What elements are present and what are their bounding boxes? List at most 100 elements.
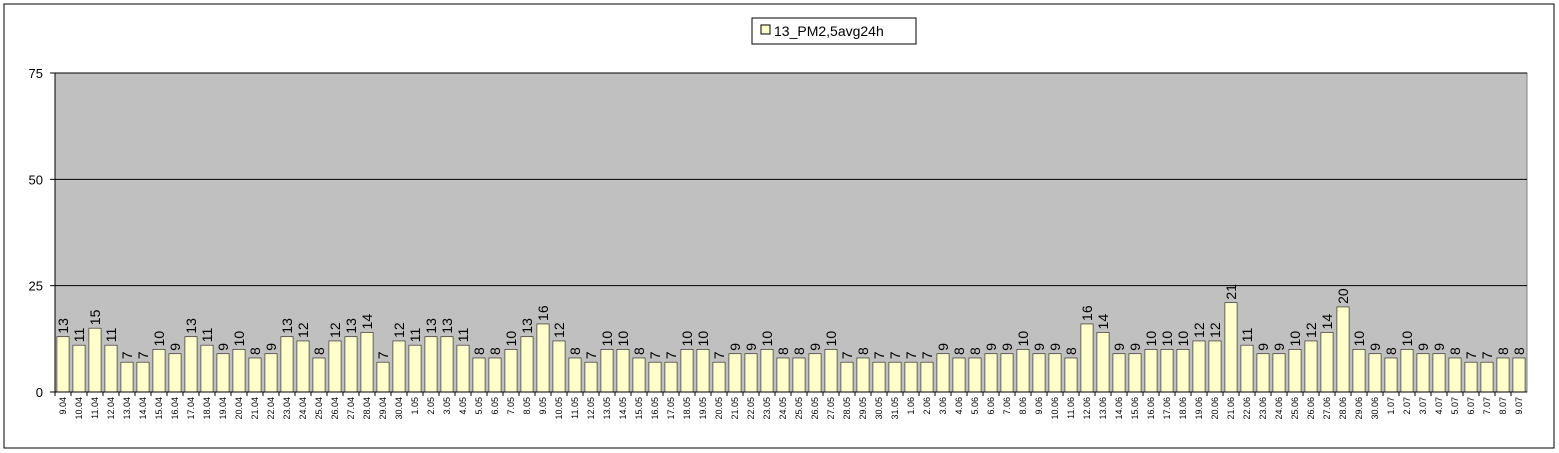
- value-label: 15: [87, 309, 103, 325]
- value-label: 7: [375, 351, 391, 359]
- value-label: 9: [1367, 343, 1383, 351]
- x-tick-label: 26.04: [330, 397, 340, 420]
- bar: [552, 340, 566, 393]
- x-tick-label: 21.05: [730, 397, 740, 420]
- value-label: 7: [119, 351, 135, 359]
- y-tick-label: 0: [36, 385, 43, 400]
- plot-area: [54, 72, 1528, 393]
- x-tick-label: 30.04: [394, 397, 404, 420]
- bar: [1400, 349, 1414, 393]
- x-tick-label: 23.04: [282, 397, 292, 420]
- value-label: 13: [55, 318, 71, 334]
- value-label: 20: [1335, 288, 1351, 304]
- value-label: 8: [1063, 347, 1079, 355]
- x-tick-label: 29.04: [378, 397, 388, 420]
- bar: [520, 336, 534, 393]
- bar: [1016, 349, 1030, 393]
- x-tick-label: 5.07: [1450, 397, 1460, 415]
- x-tick-label: 16.06: [1146, 397, 1156, 420]
- x-tick-label: 15.05: [634, 397, 644, 420]
- x-tick-label: 10.04: [74, 397, 84, 420]
- value-label: 11: [407, 327, 423, 342]
- value-label: 7: [647, 351, 663, 359]
- x-tick-label: 30.05: [874, 397, 884, 420]
- value-label: 13: [279, 318, 295, 334]
- x-tick-label: 6.07: [1466, 397, 1476, 415]
- bar: [888, 361, 902, 393]
- x-tick-label: 2.05: [426, 397, 436, 415]
- x-tick-label: 27.06: [1322, 397, 1332, 420]
- x-tick-label: 11.05: [570, 397, 580, 419]
- x-tick-label: 25.06: [1290, 397, 1300, 420]
- x-tick-label: 10.05: [554, 397, 564, 420]
- bar: [680, 349, 694, 393]
- value-label: 9: [1415, 343, 1431, 351]
- bar: [696, 349, 710, 393]
- x-tick-label: 31.05: [890, 397, 900, 420]
- x-tick-label: 24.04: [298, 397, 308, 420]
- value-label: 9: [1431, 343, 1447, 351]
- value-label: 12: [1207, 322, 1223, 338]
- value-label: 8: [1511, 347, 1527, 355]
- x-tick-label: 4.07: [1434, 397, 1444, 415]
- x-tick-label: 12.04: [106, 397, 116, 420]
- value-label: 12: [295, 322, 311, 338]
- bar: [456, 344, 470, 393]
- bar: [184, 336, 198, 393]
- x-tick-label: 1.06: [906, 397, 916, 415]
- value-label: 7: [135, 351, 151, 359]
- bar: [856, 357, 870, 393]
- bar: [792, 357, 806, 393]
- value-label: 9: [215, 343, 231, 351]
- x-tick-label: 30.06: [1370, 397, 1380, 420]
- value-label: 10: [679, 331, 695, 347]
- bar: [1368, 353, 1382, 393]
- x-tick-label: 14.05: [618, 397, 628, 420]
- bar: [1288, 349, 1302, 393]
- bar: [104, 344, 118, 393]
- x-tick-label: 11.06: [1066, 397, 1076, 419]
- bar: [152, 349, 166, 393]
- x-tick-label: 2.07: [1402, 397, 1412, 415]
- value-label: 7: [711, 351, 727, 359]
- value-label: 12: [327, 322, 343, 338]
- value-label: 10: [1399, 331, 1415, 347]
- bar: [776, 357, 790, 393]
- value-label: 10: [823, 331, 839, 347]
- bar: [1176, 349, 1190, 393]
- x-tick-label: 20.05: [714, 397, 724, 420]
- value-label: 7: [1463, 351, 1479, 359]
- x-tick-label: 20.06: [1210, 397, 1220, 420]
- bar: [1512, 357, 1526, 393]
- x-tick-label: 13.06: [1098, 397, 1108, 420]
- value-label: 8: [311, 347, 327, 355]
- value-label: 10: [151, 331, 167, 347]
- bar: [568, 357, 582, 393]
- value-label: 8: [967, 347, 983, 355]
- value-label: 10: [599, 331, 615, 347]
- value-label: 9: [1047, 343, 1063, 351]
- bar: [56, 336, 70, 393]
- value-label: 8: [951, 347, 967, 355]
- bar: [1240, 344, 1254, 393]
- x-tick-label: 9.04: [58, 397, 68, 415]
- value-label: 7: [903, 351, 919, 359]
- value-label: 9: [1271, 343, 1287, 351]
- value-label: 12: [551, 322, 567, 338]
- value-label: 7: [839, 351, 855, 359]
- bar: [280, 336, 294, 393]
- x-tick-label: 14.06: [1114, 397, 1124, 420]
- x-tick-label: 23.05: [762, 397, 772, 420]
- x-tick-label: 16.05: [650, 397, 660, 420]
- bar: [1496, 357, 1510, 393]
- x-tick-label: 15.06: [1130, 397, 1140, 420]
- value-label: 7: [919, 351, 935, 359]
- x-tick-label: 10.06: [1050, 397, 1060, 420]
- value-label: 16: [535, 305, 551, 321]
- value-label: 10: [1159, 331, 1175, 347]
- bar: [472, 357, 486, 393]
- x-tick-label: 16.04: [170, 397, 180, 420]
- x-tick-label: 19.06: [1194, 397, 1204, 420]
- bar: [728, 353, 742, 393]
